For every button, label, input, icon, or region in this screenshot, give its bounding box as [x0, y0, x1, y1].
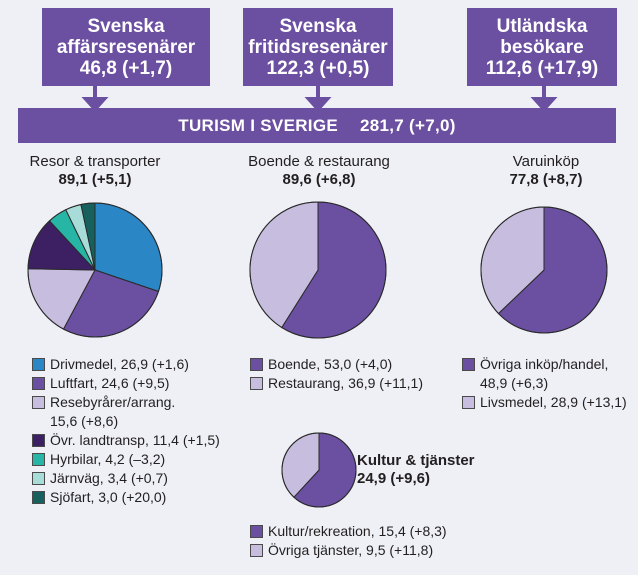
legend-item-transport-6: Sjöfart, 3,0 (+20,0) — [32, 488, 237, 507]
legend-swatch-transport-6 — [32, 491, 45, 504]
chart-title-culture-value: 24,9 (+9,6) — [357, 470, 430, 487]
source-box-leisure: Svenska fritidsresenärer 122,3 (+0,5) — [243, 8, 393, 86]
legend-item-accommodation-0: Boende, 53,0 (+4,0) — [250, 355, 450, 374]
legend-swatch-accommodation-0 — [250, 358, 263, 371]
legend-swatch-shopping-0 — [462, 358, 475, 371]
legend-label-transport-1: Luftfart, 24,6 (+9,5) — [50, 375, 170, 391]
legend-culture: Kultur/rekreation, 15,4 (+8,3) Övriga tjä… — [250, 522, 490, 560]
legend-swatch-shopping-1 — [462, 396, 475, 409]
pie-outline-accommodation — [249, 201, 387, 339]
legend-label-transport-0: Drivmedel, 26,9 (+1,6) — [50, 356, 189, 372]
legend-label-culture-1: Övriga tjänster, 9,5 (+11,8) — [268, 542, 434, 558]
legend-item-accommodation-1: Restaurang, 36,9 (+11,1) — [250, 374, 450, 393]
chart-title-accommodation-value: 89,6 (+6,8) — [282, 171, 356, 188]
legend-label-accommodation-1: Restaurang, 36,9 (+11,1) — [268, 375, 424, 391]
legend-item-transport-2: Resebyrårer/arrang. 15,6 (+8,6) — [32, 393, 237, 431]
legend-swatch-accommodation-1 — [250, 377, 263, 390]
legend-item-transport-3: Övr. landtransp, 11,4 (+1,5) — [32, 431, 237, 450]
chart-title-transport-value: 89,1 (+5,1) — [58, 171, 132, 188]
legend-label-culture-0: Kultur/rekreation, 15,4 (+8,3) — [268, 523, 447, 539]
legend-swatch-culture-0 — [250, 525, 263, 538]
legend-item-transport-5: Järnväg, 3,4 (+0,7) — [32, 469, 237, 488]
legend-swatch-transport-0 — [32, 358, 45, 371]
pie-outline-shopping — [480, 206, 608, 334]
chart-title-transport-label: Resor & transporter — [29, 153, 161, 170]
legend-swatch-transport-3 — [32, 434, 45, 447]
legend-item-culture-0: Kultur/rekreation, 15,4 (+8,3) — [250, 522, 490, 541]
chart-title-accommodation: Boende & restaurang 89,6 (+6,8) — [231, 153, 407, 189]
legend-label-transport-6: Sjöfart, 3,0 (+20,0) — [50, 489, 167, 505]
chart-title-culture-label: Kultur & tjänster — [357, 452, 475, 469]
source-box-leisure-line2: fritidsresenärer — [248, 36, 388, 58]
pie-outline-transport — [27, 202, 163, 338]
legend-shopping: Övriga inköp/handel, 48,9 (+6,3) Livsmede… — [462, 355, 632, 412]
legend-swatch-culture-1 — [250, 544, 263, 557]
source-box-business: Svenska affärsresenärer 46,8 (+1,7) — [42, 8, 210, 86]
chart-title-shopping: Varuinköp 77,8 (+8,7) — [476, 153, 616, 189]
chart-title-shopping-label: Varuinköp — [512, 153, 580, 170]
total-banner-value: 281,7 (+7,0) — [359, 115, 456, 135]
source-box-foreign-line2: besökare — [500, 36, 584, 58]
legend-label-shopping-0: Övriga inköp/handel, 48,9 (+6,3) — [480, 356, 609, 391]
total-banner-label: TURISM I SVERIGE — [178, 115, 338, 135]
source-box-foreign: Utländska besökare 112,6 (+17,9) — [467, 8, 617, 86]
legend-item-culture-1: Övriga tjänster, 9,5 (+11,8) — [250, 541, 490, 560]
chart-title-transport: Resor & transporter 89,1 (+5,1) — [22, 153, 168, 189]
legend-swatch-transport-4 — [32, 453, 45, 466]
legend-item-transport-0: Drivmedel, 26,9 (+1,6) — [32, 355, 237, 374]
legend-item-shopping-0: Övriga inköp/handel, 48,9 (+6,3) — [462, 355, 632, 393]
legend-label-accommodation-0: Boende, 53,0 (+4,0) — [268, 356, 393, 372]
legend-swatch-transport-2 — [32, 396, 45, 409]
legend-item-transport-4: Hyrbilar, 4,2 (–3,2) — [32, 450, 237, 469]
legend-label-transport-5: Järnväg, 3,4 (+0,7) — [50, 470, 168, 486]
arrow-head-business — [81, 97, 109, 112]
source-box-business-line2: affärsresenärer — [56, 36, 196, 58]
legend-accommodation: Boende, 53,0 (+4,0) Restaurang, 36,9 (+11… — [250, 355, 450, 393]
legend-item-transport-1: Luftfart, 24,6 (+9,5) — [32, 374, 237, 393]
legend-item-shopping-1: Livsmedel, 28,9 (+13,1) — [462, 393, 632, 412]
legend-label-transport-3: Övr. landtransp, 11,4 (+1,5) — [50, 432, 220, 448]
source-box-foreign-value: 112,6 (+17,9) — [485, 57, 599, 79]
chart-title-accommodation-label: Boende & restaurang — [248, 153, 390, 170]
arrow-head-foreign — [530, 97, 558, 112]
total-banner: TURISM I SVERIGE 281,7 (+7,0) — [18, 108, 616, 143]
legend-label-transport-4: Hyrbilar, 4,2 (–3,2) — [50, 451, 166, 467]
chart-title-shopping-value: 77,8 (+8,7) — [509, 171, 583, 188]
source-box-business-line1: Svenska — [87, 15, 165, 37]
source-box-foreign-line1: Utländska — [496, 15, 588, 37]
source-box-leisure-value: 122,3 (+0,5) — [266, 57, 370, 79]
legend-label-shopping-1: Livsmedel, 28,9 (+13,1) — [480, 394, 627, 410]
pie-outline-culture — [281, 432, 357, 508]
legend-swatch-transport-1 — [32, 377, 45, 390]
chart-title-culture: Kultur & tjänster 24,9 (+9,6) — [357, 452, 487, 488]
arrow-head-leisure — [304, 97, 332, 112]
legend-swatch-transport-5 — [32, 472, 45, 485]
legend-label-transport-2: Resebyrårer/arrang. 15,6 (+8,6) — [50, 394, 176, 429]
source-box-business-value: 46,8 (+1,7) — [79, 57, 173, 79]
source-box-leisure-line1: Svenska — [279, 15, 357, 37]
legend-transport: Drivmedel, 26,9 (+1,6) Luftfart, 24,6 (+9… — [32, 355, 237, 507]
